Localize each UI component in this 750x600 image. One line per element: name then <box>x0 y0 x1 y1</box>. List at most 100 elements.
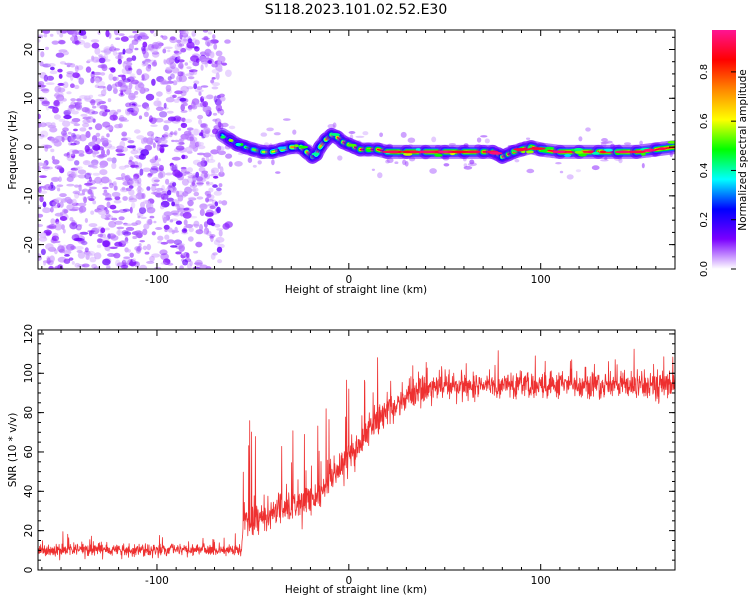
spectrogram-xtick-label: 100 <box>531 274 551 286</box>
heatmap-blob <box>96 103 101 108</box>
heatmap-blob <box>127 140 135 144</box>
heatmap-blob <box>215 50 223 57</box>
heatmap-blob <box>196 196 204 200</box>
heatmap-blob <box>71 30 78 38</box>
heatmap-blob <box>74 262 81 268</box>
heatmap-blob <box>148 115 153 123</box>
heatmap-blob <box>68 257 74 261</box>
heatmap-blob <box>78 153 85 157</box>
heatmap-blob <box>89 176 92 183</box>
heatmap-blob <box>64 62 73 66</box>
heatmap-blob <box>172 169 181 177</box>
heatmap-blob <box>42 162 47 170</box>
heatmap-blob <box>218 59 222 64</box>
heatmap-blob <box>87 109 96 115</box>
heatmap-blob <box>400 131 407 138</box>
heatmap-blob <box>72 190 81 195</box>
ridge-fleck <box>366 148 371 152</box>
heatmap-blob <box>102 186 109 190</box>
heatmap-blob <box>88 198 95 201</box>
heatmap-blob <box>196 179 204 187</box>
ridge-core <box>464 150 481 154</box>
heatmap-blob <box>120 173 126 178</box>
heatmap-blob <box>155 187 164 191</box>
heatmap-blob <box>72 150 80 155</box>
heatmap-blob <box>139 264 148 269</box>
heatmap-blob <box>144 144 153 151</box>
heatmap-blob <box>183 229 187 234</box>
heatmap-blob <box>187 196 196 201</box>
heatmap-blob <box>124 137 132 141</box>
heatmap-blob <box>213 95 218 103</box>
heatmap-blob <box>134 129 141 134</box>
heatmap-blob <box>76 65 84 71</box>
heatmap-blob <box>196 182 204 185</box>
heatmap-blob <box>57 82 65 86</box>
ridge-fleck <box>525 150 534 154</box>
heatmap-blob <box>126 177 134 185</box>
heatmap-blob <box>144 59 152 62</box>
heatmap-blob <box>84 172 92 180</box>
heatmap-blob <box>118 165 127 170</box>
heatmap-blob <box>211 86 219 90</box>
snr-panel: -100 0 100 0 20 40 60 80 100 120 Height of straig… <box>7 324 676 596</box>
heatmap-blob <box>75 237 85 242</box>
heatmap-blob <box>49 255 55 263</box>
spectrogram-ytick-label: 10 <box>23 92 35 105</box>
heatmap-blob <box>92 105 97 109</box>
heatmap-blob <box>128 35 135 39</box>
heatmap-blob <box>146 207 156 214</box>
heatmap-blob <box>186 167 193 173</box>
heatmap-blob <box>212 184 218 188</box>
heatmap-blob <box>73 128 78 132</box>
heatmap-blob <box>197 114 204 120</box>
heatmap-blob <box>225 69 232 78</box>
heatmap-blob <box>189 141 197 149</box>
heatmap-blob <box>207 60 212 64</box>
heatmap-blob <box>215 236 225 243</box>
heatmap-blob <box>429 168 437 174</box>
ridge-fleck <box>330 133 341 136</box>
heatmap-blob <box>260 132 268 137</box>
heatmap-blob <box>112 50 118 56</box>
heatmap-blob <box>84 252 93 256</box>
heatmap-blob <box>146 186 151 191</box>
heatmap-blob <box>87 172 92 176</box>
heatmap-blob <box>144 251 150 255</box>
heatmap-blob <box>54 135 64 142</box>
heatmap-blob <box>200 64 204 71</box>
heatmap-blob <box>476 137 482 143</box>
heatmap-blob <box>200 123 208 129</box>
heatmap-blob <box>94 209 101 213</box>
heatmap-blob <box>173 212 181 217</box>
heatmap-blob <box>63 109 71 116</box>
heatmap-blob <box>205 181 210 185</box>
heatmap-blob <box>97 64 105 69</box>
heatmap-blob <box>149 167 159 174</box>
heatmap-blob <box>199 51 207 56</box>
heatmap-blob <box>66 71 74 75</box>
heatmap-blob <box>139 168 144 176</box>
heatmap-blob <box>106 133 110 138</box>
spectrogram-ytick-label: 20 <box>23 43 35 56</box>
heatmap-blob <box>641 163 645 169</box>
heatmap-blob <box>90 39 100 43</box>
heatmap-blob <box>140 201 145 209</box>
snr-series <box>38 348 675 561</box>
heatmap-blob <box>102 240 110 248</box>
heatmap-blob <box>216 187 222 192</box>
colorbar-tick-label: 0.6 <box>699 113 710 129</box>
heatmap-blob <box>153 59 157 67</box>
heatmap-blob <box>191 187 199 193</box>
heatmap-blob <box>188 69 198 73</box>
heatmap-blob <box>184 62 188 66</box>
heatmap-blob <box>172 80 178 86</box>
heatmap-blob <box>58 40 66 45</box>
heatmap-blob <box>94 123 103 131</box>
heatmap-blob <box>61 133 69 141</box>
heatmap-blob <box>188 107 192 112</box>
heatmap-blob <box>91 111 99 115</box>
heatmap-blob <box>177 127 182 131</box>
heatmap-blob <box>102 258 111 266</box>
heatmap-blob <box>159 204 165 210</box>
